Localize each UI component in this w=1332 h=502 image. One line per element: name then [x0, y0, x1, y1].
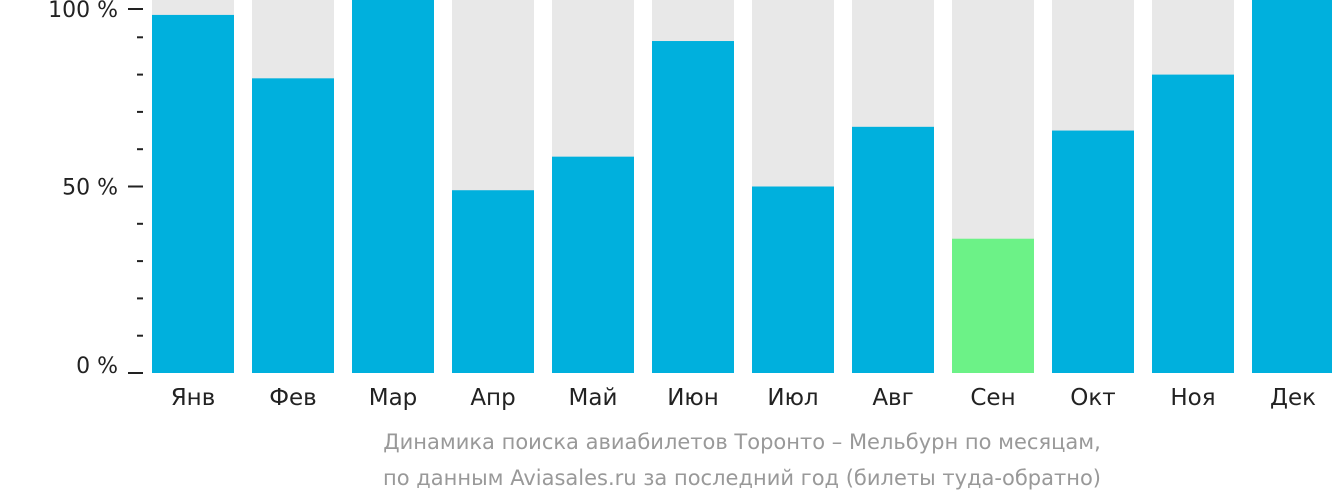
- x-tick-label: Окт: [1070, 385, 1115, 411]
- x-axis-labels: Янв Фев Мар Апр Май Июн Июл Авг Сен Окт Ноя Дек: [171, 385, 1316, 411]
- y-tick-label: 100 %: [48, 0, 118, 23]
- x-tick-label: Янв: [171, 385, 216, 411]
- bar: [1052, 130, 1134, 373]
- x-tick-label: Июл: [767, 385, 818, 411]
- x-tick-label: Ноя: [1170, 385, 1215, 411]
- chart-caption-line2: по данным Aviasales.ru за последний год …: [383, 466, 1101, 490]
- x-tick-label: Июн: [667, 385, 719, 411]
- bars: [152, 0, 1332, 373]
- bar: [252, 78, 334, 373]
- bar: [452, 190, 534, 373]
- bar: [952, 238, 1034, 373]
- y-axis: 0 % 50 % 100 %: [48, 0, 143, 379]
- x-tick-label: Сен: [970, 385, 1015, 411]
- x-tick-label: Дек: [1270, 385, 1316, 411]
- bar: [552, 156, 634, 373]
- x-tick-label: Май: [569, 385, 618, 411]
- x-tick-label: Фев: [269, 385, 317, 411]
- bar-chart: 0 % 50 % 100 % Янв Фев Мар Апр Май Июн Июл Авг Сен…: [48, 0, 1332, 411]
- x-tick-label: Мар: [369, 385, 418, 411]
- bar: [152, 14, 234, 373]
- bar: [1252, 0, 1332, 373]
- bar: [652, 41, 734, 373]
- bar: [352, 0, 434, 373]
- bar: [852, 126, 934, 373]
- x-tick-label: Авг: [872, 385, 913, 411]
- y-tick-label: 50 %: [62, 176, 118, 201]
- y-tick-label: 0 %: [76, 354, 118, 379]
- bar: [1152, 74, 1234, 373]
- bar: [752, 186, 834, 373]
- x-tick-label: Апр: [470, 385, 515, 411]
- chart-caption-line1: Динамика поиска авиабилетов Торонто – Ме…: [383, 430, 1101, 454]
